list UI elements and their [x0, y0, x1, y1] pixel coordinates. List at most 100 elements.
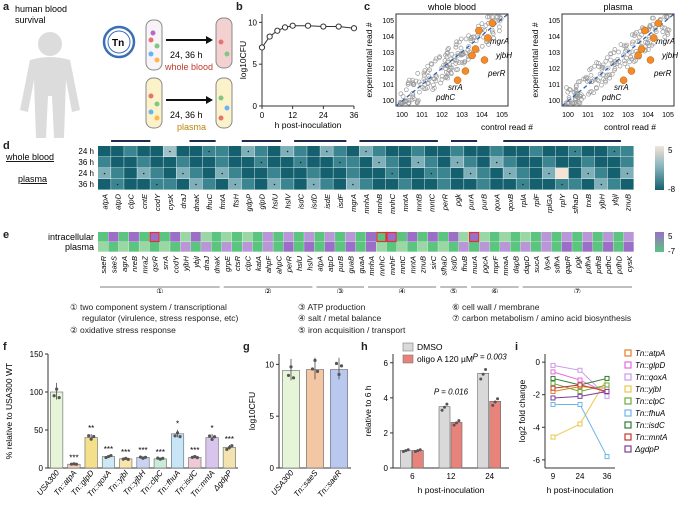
series-point [604, 454, 610, 460]
scatter-point [588, 72, 594, 78]
scatter-point [623, 48, 628, 54]
heatmap-cell [320, 157, 333, 168]
heatmap-cell [150, 168, 163, 179]
replicate-dot [230, 444, 234, 448]
row-group-label-whole-blood: whole blood [5, 152, 54, 162]
heatmap-cell [529, 168, 543, 179]
scatter-point [473, 38, 479, 44]
significance-dot [417, 161, 420, 164]
highlight-box [149, 231, 160, 243]
highlight-point [475, 26, 483, 35]
group-number: ⑤ [450, 287, 457, 293]
heatmap-cell [582, 242, 593, 252]
heatmap-cell [437, 146, 451, 157]
heatmap-cell [551, 242, 562, 252]
significance-dot [430, 172, 433, 175]
scatter-point [489, 14, 495, 20]
heatmap-cell [124, 157, 137, 168]
scatter-point [573, 83, 579, 88]
gene-label-clpC: clpC [127, 193, 136, 209]
significance-dot [378, 161, 380, 164]
gene-label-guaB: guaB [347, 256, 356, 274]
scatter-point [421, 70, 427, 76]
replicate-dot [92, 434, 96, 439]
y-axis-label: log10CFU [247, 392, 257, 430]
gene-label-mntA: mntA [408, 256, 417, 274]
scatter-point [449, 51, 455, 57]
y-tick-label: 0 [384, 464, 389, 473]
tn-label: Tn [112, 38, 124, 49]
legend-swatch [624, 409, 632, 417]
bar-dmso [438, 406, 451, 469]
gene-label-mgrA: mgrA [656, 37, 675, 46]
y-tick-label: -2 [533, 391, 541, 400]
scatter-point [398, 91, 404, 97]
heatmap-cell [541, 242, 552, 252]
significance-dot [260, 161, 263, 164]
heatmap-cell [398, 168, 412, 179]
scatter-point [446, 46, 451, 51]
scatter-point [629, 41, 635, 47]
scatter-point [431, 82, 436, 88]
heatmap-cell [490, 179, 503, 190]
scatter-point [581, 94, 586, 100]
gene-label-cntE: cntE [140, 193, 149, 209]
scatter-point [422, 78, 428, 84]
replicate-dot [334, 361, 339, 366]
y-tick-label: 102 [548, 66, 560, 73]
heatmap-cell [623, 232, 634, 242]
gene-label-ahpC: ahpC [274, 255, 283, 274]
scatter-point [425, 69, 431, 74]
scatter-point [664, 30, 670, 35]
gene-label-atpA: atpA [101, 194, 110, 209]
heatmap-cell [568, 179, 582, 190]
significance-dot [522, 183, 524, 186]
scatter-point [461, 60, 467, 66]
color-scale-bar [655, 146, 664, 190]
heatmap-cell [228, 168, 242, 179]
heatmap-cell [385, 179, 399, 190]
significance-dot [182, 172, 184, 175]
heatmap-cell [314, 232, 325, 242]
heatmap-cell [346, 168, 360, 179]
heatmap-cell [500, 232, 511, 242]
y-tick-label: 100 [548, 98, 560, 105]
heatmap-cell [293, 232, 304, 242]
plasma-result-tube-icon [215, 77, 233, 129]
significance-dot [495, 161, 498, 164]
scatter-point [445, 75, 451, 81]
growth-point [304, 22, 312, 29]
heatmap-cell [137, 179, 150, 190]
replicate-dot [121, 457, 125, 461]
heatmap-cell [232, 232, 243, 242]
replicate-dot [55, 387, 59, 391]
scatter-point [586, 91, 591, 97]
x-axis-label: h post-inoculation [275, 120, 342, 130]
bar [171, 433, 185, 469]
heatmap-cell [489, 232, 500, 242]
gene-label-pgk: pgk [454, 193, 463, 207]
legend-label: Tn::isdC [635, 421, 665, 430]
panel-letter-i: i [515, 341, 519, 353]
scatter-point [612, 47, 618, 52]
scatter-point [410, 94, 416, 100]
diagonal-line [561, 13, 675, 107]
growth-point [289, 22, 296, 29]
gene-label-cysK: cysK [166, 193, 175, 210]
heatmap-cell [176, 179, 190, 190]
scatter-point [417, 89, 422, 95]
replicate-dot [158, 457, 162, 461]
scatter-point [405, 81, 411, 87]
heatmap-cell [128, 232, 139, 242]
legend-swatch [402, 354, 414, 364]
legend-label: Tn::clpC [635, 397, 665, 406]
heatmap-cell [398, 146, 412, 157]
highlight-point [646, 56, 655, 64]
legend-swatch [624, 397, 632, 405]
heatmap-cell [139, 242, 150, 252]
gene-label-pdhC: pdhC [604, 255, 613, 275]
heatmap-cell [294, 179, 307, 190]
group-number: ① [156, 287, 163, 293]
panel-letter-f: f [3, 341, 7, 353]
x-tick-label: 104 [642, 112, 654, 119]
